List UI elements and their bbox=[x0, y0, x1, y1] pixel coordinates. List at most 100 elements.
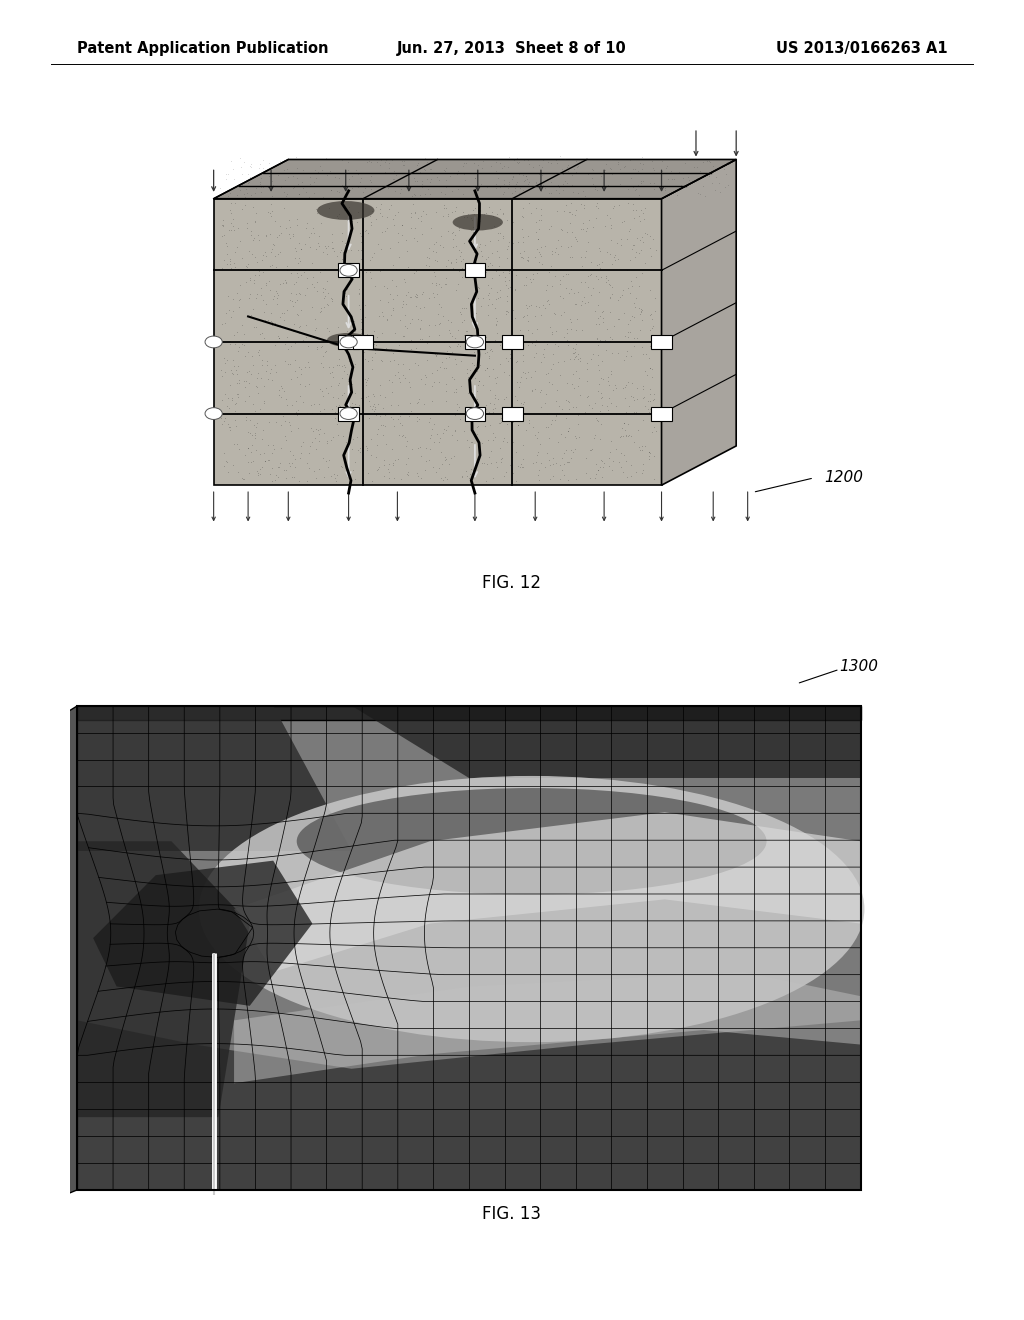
Point bbox=[524, 322, 541, 343]
Point bbox=[482, 414, 499, 436]
Point bbox=[221, 219, 238, 240]
Point bbox=[569, 157, 586, 178]
Point bbox=[689, 182, 706, 203]
Point bbox=[226, 325, 243, 346]
Point bbox=[486, 397, 503, 418]
Point bbox=[318, 433, 335, 454]
Point bbox=[222, 150, 239, 172]
Point bbox=[283, 335, 299, 356]
Point bbox=[213, 407, 229, 428]
Point bbox=[567, 162, 584, 183]
Point bbox=[485, 206, 502, 227]
Point bbox=[495, 202, 511, 223]
Point bbox=[218, 164, 234, 185]
Point bbox=[315, 346, 332, 367]
Point bbox=[343, 210, 359, 231]
Point bbox=[559, 264, 575, 285]
Point bbox=[426, 234, 442, 255]
Point bbox=[495, 227, 511, 248]
Point bbox=[462, 360, 478, 381]
Point bbox=[286, 177, 302, 198]
Point bbox=[488, 366, 505, 387]
Point bbox=[344, 374, 360, 395]
Point bbox=[708, 166, 724, 187]
Point bbox=[646, 445, 663, 466]
Point bbox=[316, 297, 333, 318]
Point bbox=[600, 269, 616, 290]
Point bbox=[609, 289, 626, 310]
Point bbox=[339, 363, 355, 384]
Point bbox=[269, 226, 286, 247]
Point bbox=[244, 220, 260, 242]
Point bbox=[293, 442, 309, 463]
Point bbox=[549, 201, 565, 222]
Point bbox=[616, 210, 633, 231]
Point bbox=[357, 220, 374, 242]
Point bbox=[561, 213, 578, 234]
Point bbox=[592, 457, 608, 478]
Point bbox=[455, 156, 471, 177]
Bar bbox=[338, 335, 359, 348]
Point bbox=[373, 414, 389, 436]
Point bbox=[251, 265, 267, 286]
Point bbox=[226, 401, 243, 422]
Point bbox=[472, 211, 488, 232]
Point bbox=[242, 409, 258, 430]
Point bbox=[343, 178, 359, 199]
Point bbox=[237, 260, 253, 281]
Point bbox=[432, 297, 449, 318]
Point bbox=[635, 409, 651, 430]
Text: Jun. 27, 2013  Sheet 8 of 10: Jun. 27, 2013 Sheet 8 of 10 bbox=[397, 41, 627, 55]
Point bbox=[362, 214, 379, 235]
Bar bbox=[651, 335, 672, 348]
Point bbox=[590, 459, 606, 480]
Point bbox=[324, 290, 340, 312]
Point bbox=[268, 403, 285, 424]
Point bbox=[539, 404, 555, 425]
Point bbox=[241, 372, 257, 393]
Point bbox=[349, 211, 366, 232]
Point bbox=[494, 412, 510, 433]
Point bbox=[513, 367, 529, 388]
Point bbox=[240, 437, 256, 458]
Point bbox=[298, 326, 314, 347]
Point bbox=[434, 351, 451, 372]
Point bbox=[251, 260, 267, 281]
Point bbox=[480, 284, 497, 305]
Point bbox=[545, 447, 561, 469]
Point bbox=[265, 174, 282, 195]
Point bbox=[548, 153, 564, 174]
Point bbox=[482, 338, 499, 359]
Point bbox=[337, 232, 353, 253]
Point bbox=[527, 334, 544, 355]
Point bbox=[291, 232, 307, 253]
Point bbox=[384, 372, 400, 393]
Point bbox=[560, 421, 577, 442]
Point bbox=[313, 352, 330, 374]
Point bbox=[305, 393, 322, 414]
Point bbox=[243, 363, 259, 384]
Point bbox=[221, 416, 238, 437]
Bar bbox=[502, 335, 522, 348]
Point bbox=[218, 451, 234, 473]
Point bbox=[382, 350, 398, 371]
Point bbox=[386, 161, 402, 182]
Point bbox=[640, 391, 656, 412]
Point bbox=[384, 300, 400, 321]
Point bbox=[479, 255, 496, 276]
Point bbox=[433, 454, 450, 475]
Circle shape bbox=[340, 408, 357, 420]
Point bbox=[438, 380, 455, 401]
Point bbox=[564, 363, 581, 384]
Point bbox=[243, 442, 259, 463]
Point bbox=[437, 420, 454, 441]
Point bbox=[329, 355, 345, 376]
Point bbox=[229, 462, 246, 483]
Point bbox=[390, 202, 407, 223]
Point bbox=[282, 455, 298, 477]
Point bbox=[483, 441, 500, 462]
Bar bbox=[338, 407, 359, 421]
Point bbox=[241, 172, 257, 193]
Point bbox=[268, 293, 285, 314]
Point bbox=[413, 309, 429, 330]
